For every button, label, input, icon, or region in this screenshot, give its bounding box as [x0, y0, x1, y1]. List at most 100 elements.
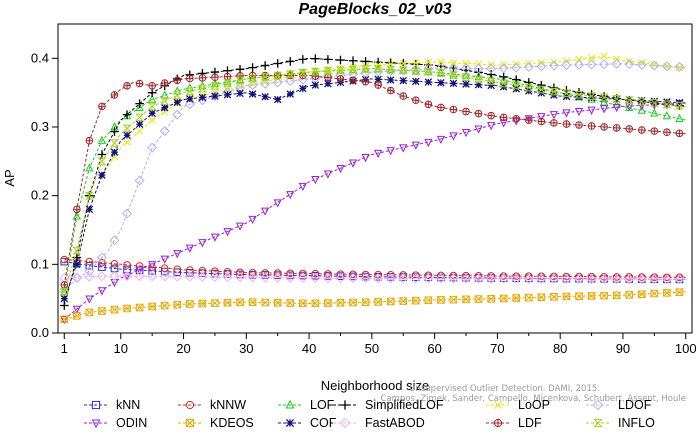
- x-tick-label: 60: [427, 341, 441, 356]
- data-point: [423, 67, 433, 76]
- data-point: [450, 106, 457, 113]
- series-line: [64, 259, 686, 278]
- legend-item-knn: kNN: [84, 398, 140, 412]
- data-point: [274, 299, 282, 307]
- data-point: [592, 399, 604, 411]
- data-point: [587, 272, 596, 281]
- data-point: [123, 304, 131, 313]
- plot-frame: [57, 23, 693, 334]
- data-point: [85, 163, 94, 172]
- data-point: [211, 92, 219, 100]
- data-point: [661, 61, 672, 72]
- y-tick-label: 0.2: [31, 188, 49, 203]
- data-point: [136, 80, 143, 87]
- data-point: [148, 302, 156, 311]
- data-point: [73, 312, 81, 320]
- data-point: [297, 74, 308, 85]
- data-point: [273, 59, 283, 68]
- legend-item-ldf: LDF: [486, 416, 542, 430]
- data-point: [286, 191, 295, 200]
- series-layer: [59, 52, 686, 325]
- data-point: [198, 299, 207, 308]
- data-point: [135, 113, 145, 122]
- data-point: [586, 59, 597, 70]
- data-point: [134, 175, 145, 186]
- data-point: [147, 142, 158, 153]
- data-point: [285, 57, 295, 66]
- data-point: [198, 239, 207, 248]
- data-point: [211, 299, 219, 307]
- data-point: [110, 259, 119, 268]
- x-tick-label: 50: [365, 341, 379, 356]
- data-point: [184, 99, 195, 110]
- watermark-citation: Unsupervised Outlier Detection. DAMI, 20…: [409, 384, 600, 394]
- data-point: [461, 73, 471, 82]
- data-point: [674, 61, 685, 72]
- x-tick-label: 20: [176, 341, 190, 356]
- data-point: [198, 269, 207, 277]
- data-point: [675, 113, 684, 122]
- legend-item-fastabod: FastABOD: [333, 416, 425, 430]
- data-point: [122, 208, 133, 219]
- data-point: [374, 298, 382, 306]
- data-point: [59, 301, 69, 310]
- data-point: [98, 171, 106, 179]
- data-point: [122, 110, 132, 119]
- data-point: [474, 272, 483, 280]
- data-point: [425, 101, 432, 108]
- legend-item-ldof: LDOF: [586, 398, 652, 412]
- data-point: [98, 263, 106, 271]
- data-point: [60, 286, 69, 295]
- data-point: [586, 274, 597, 285]
- data-point: [574, 108, 584, 117]
- data-point: [574, 90, 584, 99]
- data-point: [575, 55, 583, 64]
- data-point: [273, 199, 282, 208]
- legend-label: SimplifiedLOF: [365, 398, 444, 412]
- data-point: [224, 73, 231, 80]
- data-point: [374, 270, 382, 279]
- data-point: [261, 298, 269, 307]
- data-point: [123, 261, 131, 269]
- data-point: [222, 79, 232, 87]
- data-point: [374, 75, 382, 84]
- data-point: [247, 80, 258, 91]
- data-point: [437, 78, 445, 87]
- data-point: [512, 115, 520, 123]
- data-point: [374, 81, 382, 89]
- data-point: [135, 266, 144, 275]
- data-point: [549, 111, 559, 120]
- data-point: [260, 272, 271, 283]
- data-point: [147, 88, 157, 97]
- data-point: [135, 303, 144, 312]
- data-point: [248, 90, 257, 98]
- data-point: [324, 74, 332, 81]
- legend-item-simplifiedlof: SimplifiedLOF: [333, 398, 444, 412]
- data-point: [186, 419, 194, 427]
- data-point: [474, 125, 483, 134]
- data-point: [548, 273, 559, 284]
- data-point: [574, 59, 585, 70]
- y-axis: 0.0 0.1 0.2 0.3 0.4: [31, 50, 58, 340]
- data-point: [223, 267, 232, 276]
- data-point: [361, 154, 370, 163]
- data-point: [499, 294, 508, 303]
- data-point: [474, 81, 483, 89]
- data-point: [98, 307, 106, 315]
- data-point: [85, 261, 94, 270]
- data-point: [160, 264, 169, 272]
- data-point: [349, 77, 357, 84]
- data-point: [487, 295, 495, 303]
- data-point: [385, 273, 396, 284]
- data-point: [299, 269, 307, 278]
- data-point: [186, 300, 194, 308]
- data-point: [386, 58, 395, 68]
- data-point: [462, 295, 470, 304]
- data-point: [311, 175, 320, 185]
- data-point: [612, 103, 621, 113]
- data-point: [223, 299, 232, 307]
- data-point: [248, 298, 257, 306]
- data-point: [323, 55, 333, 64]
- y-tick-label: 0.3: [31, 119, 49, 134]
